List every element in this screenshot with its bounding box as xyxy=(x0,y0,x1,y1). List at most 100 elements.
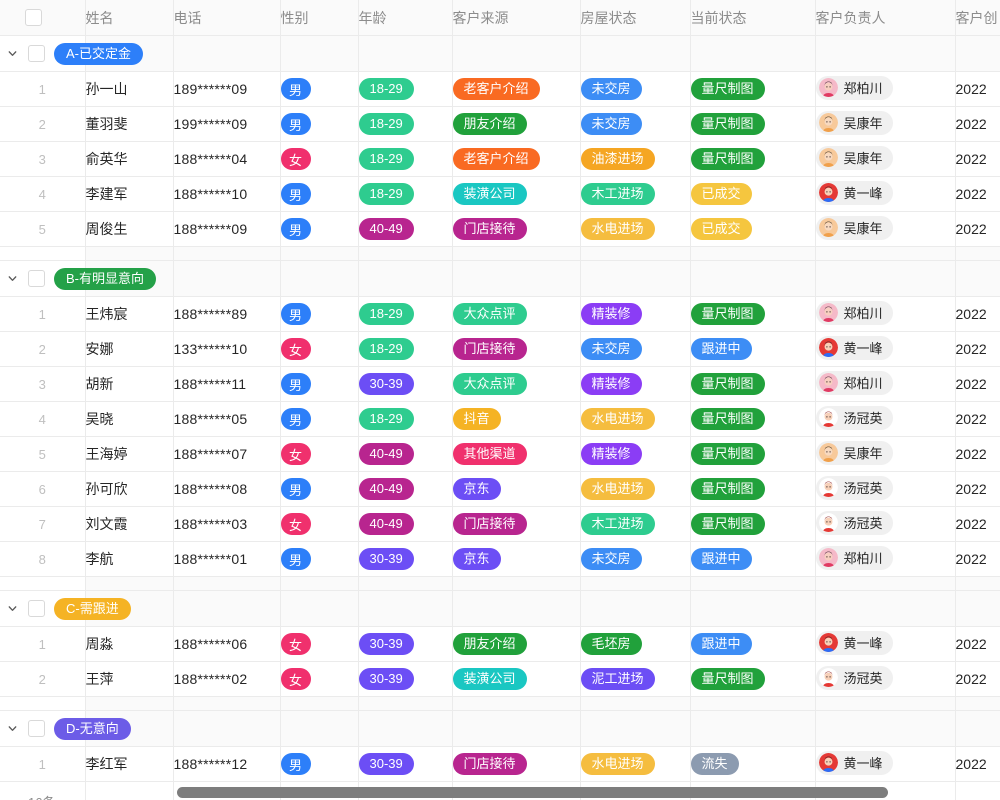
cell-source[interactable]: 大众点评 xyxy=(452,296,581,332)
table-row[interactable]: 1 周淼 188******06 女 30-39 朋友介绍 毛坯房 跟进中 黄一峰 2022 xyxy=(0,626,1000,662)
cell-house-status[interactable]: 未交房 xyxy=(580,541,691,577)
group-select-checkbox[interactable] xyxy=(28,270,45,287)
cell-phone[interactable]: 189******09 xyxy=(173,71,281,107)
cell-source[interactable]: 京东 xyxy=(452,471,581,507)
cell-phone[interactable]: 188******09 xyxy=(173,211,281,247)
table-row[interactable]: 4 吴晓 188******05 男 18-29 抖音 水电进场 量尺制图 汤冠英 2022 xyxy=(0,401,1000,437)
cell-name[interactable]: 周淼 xyxy=(85,626,174,662)
cell-sex[interactable]: 男 xyxy=(280,541,359,577)
cell-sex[interactable]: 男 xyxy=(280,471,359,507)
table-row[interactable]: 4 李建军 188******10 男 18-29 装潢公司 木工进场 已成交 黄一峰 2022 xyxy=(0,176,1000,212)
cell-sex[interactable]: 男 xyxy=(280,106,359,142)
owner-pill[interactable]: 吴康年 xyxy=(815,110,893,135)
cell-current-status[interactable]: 跟进中 xyxy=(690,541,816,577)
cell-house-status[interactable]: 未交房 xyxy=(580,71,691,107)
cell-sex[interactable]: 男 xyxy=(280,296,359,332)
cell-created-time[interactable]: 2022 xyxy=(955,296,1000,332)
cell-source[interactable]: 门店接待 xyxy=(452,506,581,542)
cell-created-time[interactable]: 2022 xyxy=(955,71,1000,107)
cell-house-status[interactable]: 泥工进场 xyxy=(580,661,691,697)
cell-sex[interactable]: 男 xyxy=(280,176,359,212)
cell-owner[interactable]: 吴康年 xyxy=(815,106,956,142)
cell-age[interactable]: 40-49 xyxy=(358,471,453,507)
column-header-house[interactable]: 房屋状态 xyxy=(580,0,691,36)
cell-created-time[interactable]: 2022 xyxy=(955,436,1000,472)
table-row[interactable]: 7 刘文霞 188******03 女 40-49 门店接待 木工进场 量尺制图 汤冠英 2022 xyxy=(0,506,1000,542)
cell-phone[interactable]: 133******10 xyxy=(173,331,281,367)
cell-phone[interactable]: 188******89 xyxy=(173,296,281,332)
column-header-created[interactable]: 客户创 xyxy=(955,0,1000,36)
group-label-cell[interactable]: B-有明显意向 xyxy=(0,260,157,297)
cell-house-status[interactable]: 水电进场 xyxy=(580,471,691,507)
column-header-age[interactable]: 年龄 xyxy=(358,0,453,36)
cell-source[interactable]: 朋友介绍 xyxy=(452,626,581,662)
cell-age[interactable]: 30-39 xyxy=(358,661,453,697)
cell-name[interactable]: 王炜宸 xyxy=(85,296,174,332)
group-select-checkbox[interactable] xyxy=(28,720,45,737)
group-header-row[interactable]: D-无意向 xyxy=(0,710,1000,747)
table-row[interactable]: 1 王炜宸 188******89 男 18-29 大众点评 精装修 量尺制图 郑柏川 2022 xyxy=(0,296,1000,332)
cell-sex[interactable]: 女 xyxy=(280,331,359,367)
cell-owner[interactable]: 郑柏川 xyxy=(815,296,956,332)
cell-phone[interactable]: 188******06 xyxy=(173,626,281,662)
cell-current-status[interactable]: 量尺制图 xyxy=(690,661,816,697)
cell-name[interactable]: 俞英华 xyxy=(85,141,174,177)
owner-pill[interactable]: 汤冠英 xyxy=(815,510,893,535)
cell-name[interactable]: 孙可欣 xyxy=(85,471,174,507)
cell-phone[interactable]: 188******05 xyxy=(173,401,281,437)
owner-pill[interactable]: 汤冠英 xyxy=(815,665,893,690)
cell-source[interactable]: 老客户介绍 xyxy=(452,71,581,107)
cell-owner[interactable]: 汤冠英 xyxy=(815,661,956,697)
column-header-sex[interactable]: 性别 xyxy=(280,0,359,36)
cell-phone[interactable]: 188******11 xyxy=(173,366,281,402)
cell-sex[interactable]: 女 xyxy=(280,141,359,177)
cell-sex[interactable]: 男 xyxy=(280,746,359,782)
cell-name[interactable]: 安娜 xyxy=(85,331,174,367)
column-header-owner[interactable]: 客户负责人 xyxy=(815,0,956,36)
cell-sex[interactable]: 男 xyxy=(280,401,359,437)
cell-source[interactable]: 抖音 xyxy=(452,401,581,437)
cell-created-time[interactable]: 2022 xyxy=(955,176,1000,212)
cell-age[interactable]: 18-29 xyxy=(358,176,453,212)
cell-source[interactable]: 大众点评 xyxy=(452,366,581,402)
owner-pill[interactable]: 黄一峰 xyxy=(815,335,893,360)
cell-owner[interactable]: 黄一峰 xyxy=(815,746,956,782)
cell-current-status[interactable]: 跟进中 xyxy=(690,626,816,662)
cell-owner[interactable]: 郑柏川 xyxy=(815,366,956,402)
cell-house-status[interactable]: 未交房 xyxy=(580,106,691,142)
cell-current-status[interactable]: 已成交 xyxy=(690,176,816,212)
owner-pill[interactable]: 吴康年 xyxy=(815,145,893,170)
cell-age[interactable]: 30-39 xyxy=(358,626,453,662)
cell-age[interactable]: 18-29 xyxy=(358,331,453,367)
cell-phone[interactable]: 188******03 xyxy=(173,506,281,542)
cell-owner[interactable]: 汤冠英 xyxy=(815,506,956,542)
cell-owner[interactable]: 汤冠英 xyxy=(815,401,956,437)
cell-owner[interactable]: 吴康年 xyxy=(815,141,956,177)
owner-pill[interactable]: 黄一峰 xyxy=(815,630,893,655)
cell-created-time[interactable]: 2022 xyxy=(955,366,1000,402)
cell-name[interactable]: 孙一山 xyxy=(85,71,174,107)
cell-owner[interactable]: 黄一峰 xyxy=(815,176,956,212)
cell-current-status[interactable]: 流失 xyxy=(690,746,816,782)
cell-house-status[interactable]: 水电进场 xyxy=(580,401,691,437)
cell-house-status[interactable]: 水电进场 xyxy=(580,211,691,247)
cell-owner[interactable]: 黄一峰 xyxy=(815,626,956,662)
cell-source[interactable]: 装潢公司 xyxy=(452,176,581,212)
owner-pill[interactable]: 郑柏川 xyxy=(815,545,893,570)
cell-created-time[interactable]: 2022 xyxy=(955,331,1000,367)
chevron-down-icon[interactable] xyxy=(5,602,19,616)
cell-created-time[interactable]: 2022 xyxy=(955,506,1000,542)
cell-created-time[interactable]: 2022 xyxy=(955,661,1000,697)
cell-sex[interactable]: 女 xyxy=(280,436,359,472)
cell-current-status[interactable]: 已成交 xyxy=(690,211,816,247)
cell-current-status[interactable]: 量尺制图 xyxy=(690,366,816,402)
cell-phone[interactable]: 199******09 xyxy=(173,106,281,142)
cell-owner[interactable]: 吴康年 xyxy=(815,436,956,472)
cell-house-status[interactable]: 精装修 xyxy=(580,296,691,332)
cell-owner[interactable]: 吴康年 xyxy=(815,211,956,247)
cell-house-status[interactable]: 木工进场 xyxy=(580,176,691,212)
cell-name[interactable]: 周俊生 xyxy=(85,211,174,247)
cell-created-time[interactable]: 2022 xyxy=(955,401,1000,437)
cell-age[interactable]: 18-29 xyxy=(358,71,453,107)
column-header-status[interactable]: 当前状态 xyxy=(690,0,816,36)
